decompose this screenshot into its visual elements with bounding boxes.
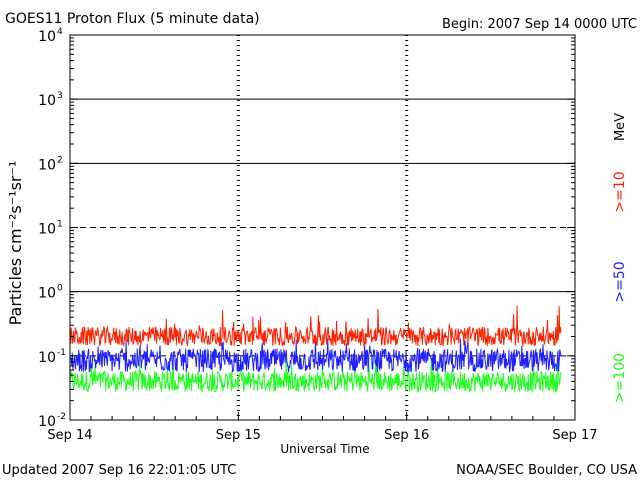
x-tick-label: Sep 16 (384, 428, 429, 443)
y-tick-exponent: 1 (57, 220, 63, 230)
y-tick-exponent: -2 (57, 412, 66, 422)
y-tick-exponent: 2 (57, 155, 63, 165)
y-tick-exponent: 0 (57, 284, 63, 294)
updated-time: Updated 2007 Sep 16 22:01:05 UTC (2, 463, 236, 478)
y-tick-exponent: -1 (57, 348, 66, 358)
y-tick-label: 10 (38, 157, 56, 173)
y-tick-exponent: 4 (57, 27, 63, 37)
begin-time: Begin: 2007 Sep 14 0000 UTC (442, 17, 637, 32)
y-axis-label: Particles cm⁻²s⁻¹sr⁻¹ (6, 161, 25, 326)
y-tick-label: 10 (38, 350, 56, 366)
x-tick-label: Sep 15 (216, 428, 261, 443)
legend-entry-ge10: >=10 (612, 171, 628, 212)
x-tick-label: Sep 17 (552, 428, 597, 443)
series-line-ge100 (69, 355, 562, 393)
y-tick-label: 10 (38, 222, 56, 238)
legend-entry-ge100: >=100 (612, 353, 628, 403)
x-axis-ticks: Sep 14 Sep 15 Sep 16 Sep 17 (47, 412, 598, 443)
y-tick-label: 10 (38, 286, 56, 302)
credit-label: NOAA/SEC Boulder, CO USA (456, 463, 637, 478)
y-tick-label: 10 (38, 29, 56, 45)
y-tick-label: 10 (38, 93, 56, 109)
x-axis-label: Universal Time (280, 442, 369, 456)
x-tick-label: Sep 14 (47, 428, 92, 443)
reference-lines (70, 98, 575, 357)
series-line-ge10 (69, 305, 562, 348)
legend-entry-ge50: >=50 (612, 261, 628, 302)
y-tick-label: 10 (38, 414, 56, 430)
series-layer (69, 305, 562, 393)
legend-unit: MeV (613, 113, 628, 141)
y-tick-exponent: 3 (57, 91, 63, 101)
chart-title: GOES11 Proton Flux (5 minute data) (5, 11, 260, 27)
